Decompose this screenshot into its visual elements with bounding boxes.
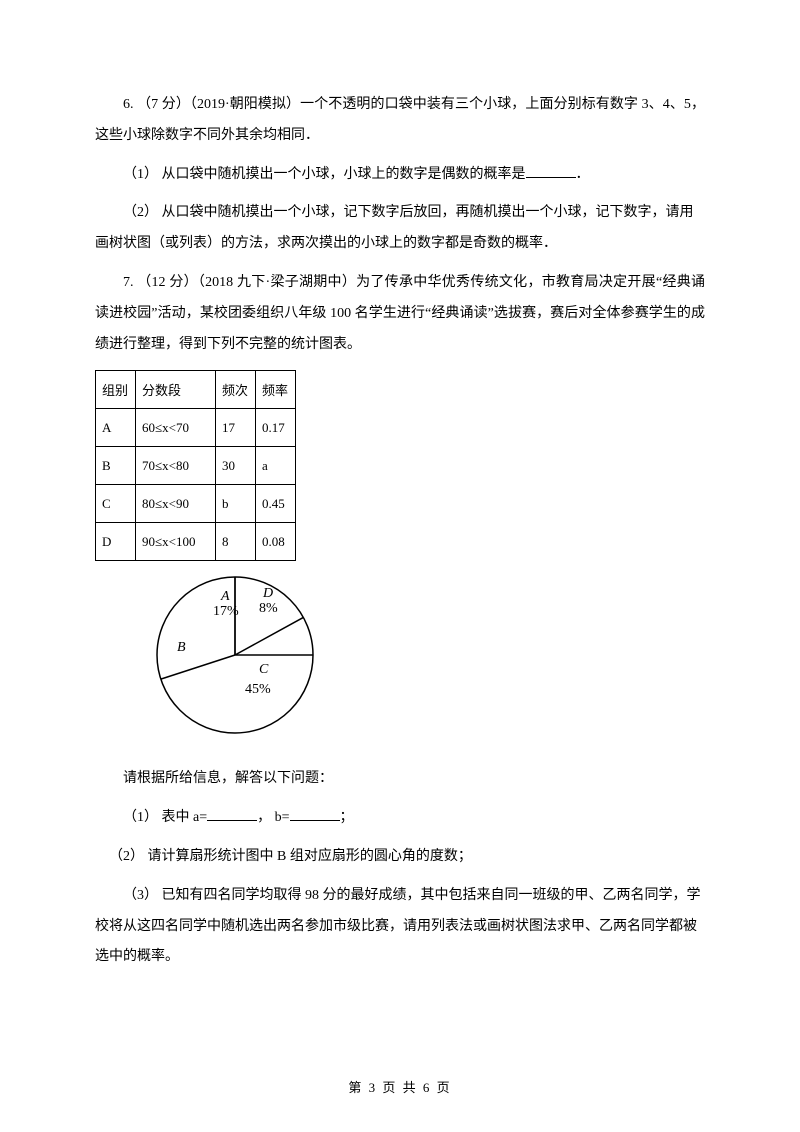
- th-range: 分数段: [136, 371, 216, 409]
- cell: 0.45: [256, 485, 296, 523]
- q7-blank-b[interactable]: [290, 807, 340, 821]
- q7-sub1: （1） 表中 a= ， b= ；: [95, 803, 705, 834]
- pie-chart: A17% D8% C 45% B: [135, 565, 705, 750]
- q7-stem: 7. （12 分）（2018 九下·梁子湖期中）为了传承中华优秀传统文化，市教育…: [95, 268, 705, 360]
- svg-text:45%: 45%: [245, 682, 271, 697]
- cell: b: [216, 485, 256, 523]
- cell: 80≤x<90: [136, 485, 216, 523]
- q6-sub2: （2） 从口袋中随机摸出一个小球，记下数字后放回，再随机摸出一个小球，记下数字，…: [95, 198, 705, 260]
- svg-text:B: B: [177, 640, 186, 655]
- cell: 70≤x<80: [136, 447, 216, 485]
- cell: a: [256, 447, 296, 485]
- cell: D: [96, 523, 136, 561]
- q7-sub2: （2） 请计算扇形统计图中 B 组对应扇形的圆心角的度数；: [95, 842, 705, 873]
- table-row: A 60≤x<70 17 0.17: [96, 409, 296, 447]
- page-content: 6. （7 分）（2019·朝阳模拟）一个不透明的口袋中装有三个小球，上面分别标…: [0, 0, 800, 1021]
- svg-text:8%: 8%: [259, 601, 278, 616]
- th-group: 组别: [96, 371, 136, 409]
- svg-text:C: C: [259, 662, 269, 677]
- table-row: C 80≤x<90 b 0.45: [96, 485, 296, 523]
- cell: 0.17: [256, 409, 296, 447]
- cell: 60≤x<70: [136, 409, 216, 447]
- q6-sub1: （1） 从口袋中随机摸出一个小球，小球上的数字是偶数的概率是 ．: [95, 160, 705, 191]
- q6-blank1[interactable]: [526, 164, 576, 178]
- svg-text:A: A: [220, 589, 230, 604]
- cell: 17: [216, 409, 256, 447]
- q7-sub1-suffix: ；: [340, 810, 354, 825]
- q6-sub1-prefix: （1） 从口袋中随机摸出一个小球，小球上的数字是偶数的概率是: [123, 167, 526, 182]
- cell: 30: [216, 447, 256, 485]
- table-row: B 70≤x<80 30 a: [96, 447, 296, 485]
- q7-sub1-prefix: （1） 表中 a=: [123, 810, 207, 825]
- frequency-table: 组别 分数段 频次 频率 A 60≤x<70 17 0.17 B 70≤x<80…: [95, 370, 296, 561]
- cell: 90≤x<100: [136, 523, 216, 561]
- svg-text:D: D: [262, 586, 273, 601]
- cell: B: [96, 447, 136, 485]
- cell: 8: [216, 523, 256, 561]
- th-count: 频次: [216, 371, 256, 409]
- pie-chart-svg: A17% D8% C 45% B: [135, 565, 335, 745]
- th-freq: 频率: [256, 371, 296, 409]
- svg-text:17%: 17%: [213, 604, 239, 619]
- q7-sub3: （3） 已知有四名同学均取得 98 分的最好成绩，其中包括来自同一班级的甲、乙两…: [95, 881, 705, 973]
- page-footer: 第 3 页 共 6 页: [0, 1077, 800, 1096]
- cell: 0.08: [256, 523, 296, 561]
- cell: A: [96, 409, 136, 447]
- q7-mid: 请根据所给信息，解答以下问题：: [95, 764, 705, 795]
- q7-blank-a[interactable]: [207, 807, 257, 821]
- q7-sub1-mid: ， b=: [257, 810, 289, 825]
- q6-stem: 6. （7 分）（2019·朝阳模拟）一个不透明的口袋中装有三个小球，上面分别标…: [95, 90, 705, 152]
- table-row: D 90≤x<100 8 0.08: [96, 523, 296, 561]
- cell: C: [96, 485, 136, 523]
- q6-sub1-suffix: ．: [576, 167, 590, 182]
- table-row: 组别 分数段 频次 频率: [96, 371, 296, 409]
